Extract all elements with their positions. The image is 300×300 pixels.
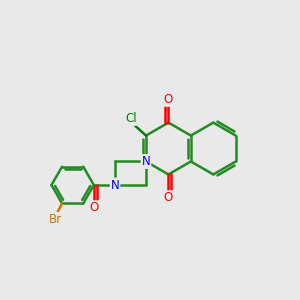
Text: N: N [142, 155, 150, 168]
Text: Cl: Cl [126, 112, 137, 125]
Text: O: O [164, 93, 173, 106]
Text: Br: Br [49, 213, 62, 226]
Text: O: O [164, 191, 173, 204]
Text: O: O [89, 201, 98, 214]
Text: N: N [111, 178, 119, 191]
